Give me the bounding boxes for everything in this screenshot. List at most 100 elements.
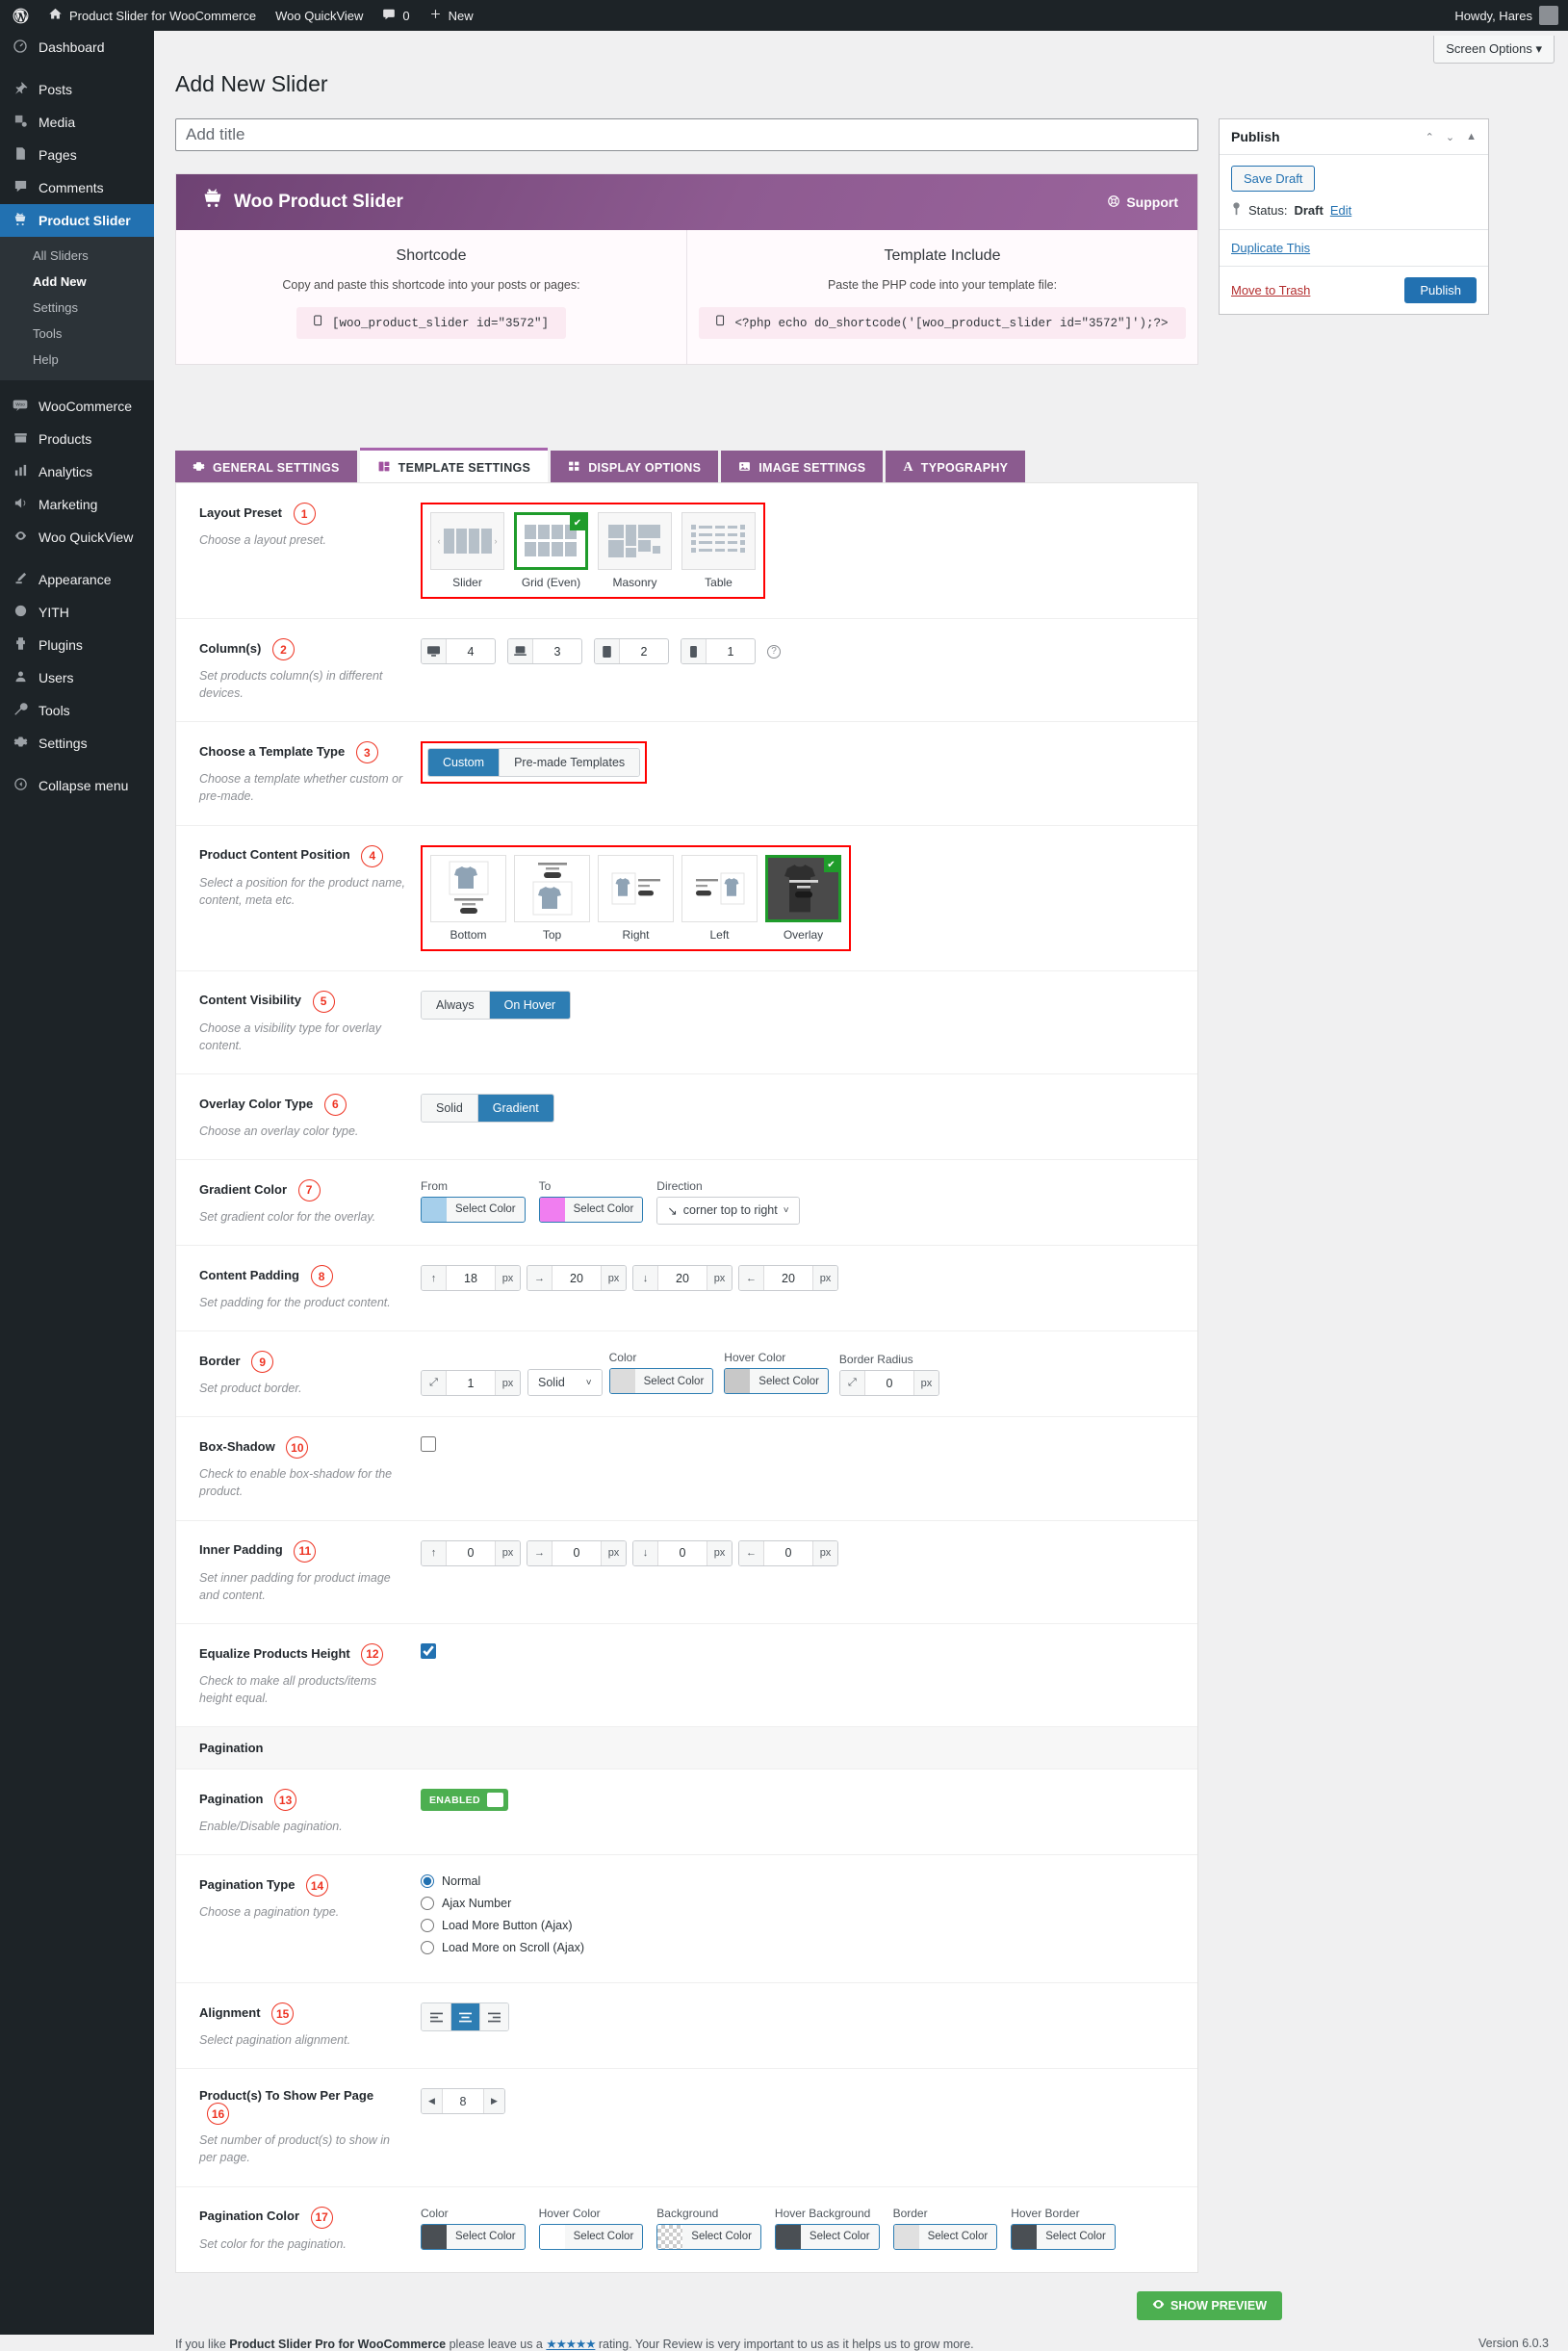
tab-template-settings[interactable]: TEMPLATE SETTINGS [359,448,549,485]
radio-load-more-button[interactable] [421,1919,434,1933]
sidebar-item-woo-quickview[interactable]: Woo QuickView [0,521,154,554]
border-color-picker[interactable]: Select Color [608,1368,714,1395]
pagination-type-option[interactable]: Ajax Number [421,1897,1174,1911]
pagination-hover-background-picker[interactable]: Select Color [774,2223,880,2250]
content-position-bottom[interactable]: Bottom [430,854,506,942]
layout-preset-table[interactable]: Table [681,512,756,589]
adminbar-howdy[interactable]: Howdy, Hares [1445,0,1568,31]
template-type-premade[interactable]: Pre-made Templates [499,749,640,777]
show-preview-button[interactable]: SHOW PREVIEW [1137,2291,1283,2320]
tab-image-settings[interactable]: IMAGE SETTINGS [721,451,884,485]
content-padding-bottom[interactable]: ↓ 20 px [632,1265,733,1291]
gradient-from-picker[interactable]: Select Color [421,1196,526,1223]
columns-laptop-input[interactable]: 3 [507,638,582,664]
layout-preset-slider[interactable]: ‹ › Slider [430,512,504,589]
sidebar-item-products[interactable]: Products [0,423,154,455]
sidebar-item-media[interactable]: Media [0,106,154,139]
content-padding-top[interactable]: ↑ 18 px [421,1265,521,1291]
increment-arrow-icon[interactable]: ▶ [483,2089,504,2114]
content-position-top[interactable]: Top [514,854,590,942]
radio-ajax-number[interactable] [421,1897,434,1911]
content-position-overlay[interactable]: Overlay [765,854,841,942]
help-icon[interactable]: ? [767,644,781,659]
radio-normal[interactable] [421,1874,434,1889]
overlay-type-solid[interactable]: Solid [422,1094,477,1122]
align-center-icon[interactable] [450,2003,479,2031]
sidebar-item-marketing[interactable]: Marketing [0,488,154,521]
sidebar-item-plugins[interactable]: Plugins [0,629,154,661]
duplicate-this-link[interactable]: Duplicate This [1231,241,1311,255]
screen-options-toggle[interactable]: Screen Options ▾ [1433,36,1555,64]
border-width-input[interactable]: ⤢ 1 px [421,1370,521,1397]
pagination-background-picker[interactable]: Select Color [656,2223,761,2250]
shortcode-copy-chip[interactable]: [woo_product_slider id="3572"] [296,307,567,339]
align-left-icon[interactable] [422,2003,450,2031]
box-shadow-checkbox[interactable] [421,1436,436,1453]
adminbar-comments[interactable]: 0 [373,0,419,31]
border-style-select[interactable]: Solid ˅ [527,1369,603,1397]
content-padding-right[interactable]: → 20 px [527,1265,627,1291]
template-type-custom[interactable]: Custom [428,749,500,777]
pagination-color-picker[interactable]: Select Color [421,2223,526,2250]
gradient-to-picker[interactable]: Select Color [538,1196,644,1223]
status-edit-link[interactable]: Edit [1329,203,1352,218]
adminbar-woo-quickview[interactable]: Woo QuickView [266,0,373,31]
inner-padding-top[interactable]: ↑ 0 px [421,1539,521,1566]
columns-tablet-input[interactable]: 2 [594,638,669,664]
sidebar-item-help[interactable]: Help [33,352,59,367]
publish-button[interactable]: Publish [1404,277,1477,303]
content-padding-left[interactable]: ← 20 px [738,1265,838,1291]
visibility-on-hover[interactable]: On Hover [488,991,571,1019]
content-position-left[interactable]: Left [681,854,758,942]
sidebar-item-comments[interactable]: Comments [0,171,154,204]
sidebar-item-dashboard[interactable]: Dashboard [0,31,154,64]
sidebar-item-users[interactable]: Users [0,661,154,694]
layout-preset-masonry[interactable]: Masonry [598,512,672,589]
template-include-copy-chip[interactable]: <?php echo do_shortcode('[woo_product_sl… [699,307,1186,339]
save-draft-button[interactable]: Save Draft [1231,166,1316,192]
pagination-toggle[interactable]: ENABLED [421,1789,508,1811]
columns-mobile-input[interactable]: 1 [681,638,756,664]
sidebar-item-product-slider[interactable]: Product Slider [0,204,162,237]
visibility-always[interactable]: Always [422,991,489,1019]
support-button[interactable]: Support [1107,194,1178,211]
slider-title-input[interactable]: Add title [175,118,1198,151]
inner-padding-right[interactable]: → 0 px [527,1539,627,1566]
gradient-direction-select[interactable]: ↘ corner top to right ˅ [656,1196,800,1225]
pagination-hover-border-picker[interactable]: Select Color [1011,2223,1116,2250]
sidebar-item-appearance[interactable]: Appearance [0,563,154,596]
overlay-type-gradient[interactable]: Gradient [476,1094,553,1122]
pagination-hover-color-picker[interactable]: Select Color [538,2223,644,2250]
layout-preset-grid-even[interactable]: Grid (Even) [514,512,588,589]
wordpress-logo-icon[interactable] [0,0,39,31]
sidebar-item-settings[interactable]: Settings [33,300,78,315]
sidebar-item-add-new[interactable]: Add New [33,274,87,289]
sidebar-item-tools-main[interactable]: Tools [0,694,154,727]
radio-load-more-scroll[interactable] [421,1941,434,1955]
align-right-icon[interactable] [479,2003,508,2031]
inner-padding-left[interactable]: ← 0 px [738,1539,838,1566]
sidebar-item-collapse-menu[interactable]: Collapse menu [0,769,154,802]
tab-display-options[interactable]: DISPLAY OPTIONS [551,451,719,485]
pagination-type-option[interactable]: Load More on Scroll (Ajax) [421,1941,1174,1955]
rating-stars[interactable]: ★★★★★ [546,2338,596,2351]
equalize-height-checkbox[interactable] [421,1642,436,1659]
sidebar-item-analytics[interactable]: Analytics [0,455,154,488]
tab-typography[interactable]: A TYPOGRAPHY [886,451,1026,485]
site-name-link[interactable]: Product Slider for WooCommerce [39,0,266,31]
toggle-panel-icon[interactable]: ▲ [1466,130,1477,142]
sidebar-item-woocommerce[interactable]: Woo WooCommerce [0,390,154,423]
pagination-border-picker[interactable]: Select Color [892,2223,998,2250]
decrement-arrow-icon[interactable]: ◀ [422,2089,443,2114]
border-hover-color-picker[interactable]: Select Color [724,1368,829,1395]
sidebar-item-pages[interactable]: Pages [0,139,154,171]
sidebar-item-tools[interactable]: Tools [33,326,63,341]
move-to-trash-link[interactable]: Move to Trash [1231,283,1311,297]
sidebar-item-posts[interactable]: Posts [0,73,154,106]
move-up-icon[interactable]: ⌃ [1425,131,1434,143]
move-down-icon[interactable]: ⌄ [1445,131,1455,143]
border-radius-input[interactable]: ⤢ 0 px [838,1370,939,1397]
adminbar-new[interactable]: New [420,0,483,31]
inner-padding-bottom[interactable]: ↓ 0 px [632,1539,733,1566]
tab-general-settings[interactable]: GENERAL SETTINGS [175,451,357,485]
